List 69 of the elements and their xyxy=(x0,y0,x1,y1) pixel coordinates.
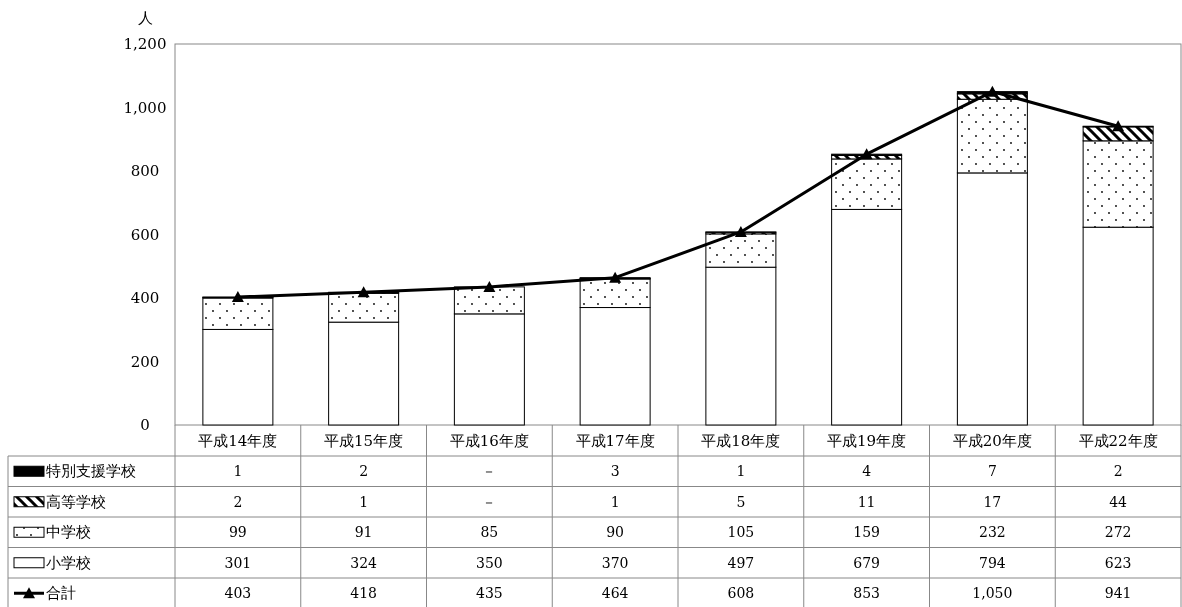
data-label: 17 xyxy=(983,493,1002,510)
data-label: 1 xyxy=(233,463,243,480)
y-tick-label: 600 xyxy=(130,225,160,244)
y-tick-label: 1,200 xyxy=(123,35,167,53)
legend-label: 小学校 xyxy=(46,553,91,572)
data-label: 2 xyxy=(233,493,243,510)
y-tick-label: 0 xyxy=(140,416,150,434)
text: － xyxy=(482,463,497,480)
data-label: 301 xyxy=(224,554,252,571)
point xyxy=(1112,120,1125,132)
data-label: 1 xyxy=(359,493,369,510)
data-label: 370 xyxy=(601,554,629,571)
point xyxy=(860,148,873,160)
data-label: 91 xyxy=(354,524,373,541)
data-label: 1 xyxy=(610,493,620,510)
x-tick-label: 平成20年度 xyxy=(952,431,1032,450)
data-label: 324 xyxy=(350,554,378,571)
data-label: 105 xyxy=(727,524,755,541)
data-label: 4 xyxy=(862,463,872,480)
data-label: 90 xyxy=(606,524,625,541)
point xyxy=(609,271,622,283)
x-tick-label: 平成17年度 xyxy=(575,431,655,450)
x-tick-label: 平成18年度 xyxy=(701,431,781,450)
point xyxy=(986,85,999,97)
legend-label: 特別支援学校 xyxy=(46,462,136,481)
data-label: 608 xyxy=(727,585,755,602)
x-tick-label: 平成19年度 xyxy=(827,431,907,450)
data-label: 5 xyxy=(736,493,746,510)
x-tick-label: 平成16年度 xyxy=(449,431,529,450)
data-label: 3 xyxy=(610,463,620,480)
y-tick-label: 400 xyxy=(130,289,160,307)
data-label: 435 xyxy=(476,585,503,602)
point xyxy=(357,286,370,298)
x-tick-label: 平成22年度 xyxy=(1078,431,1158,450)
data-label: 679 xyxy=(853,554,880,571)
data-label: 85 xyxy=(480,524,499,541)
data-label: 623 xyxy=(1104,554,1132,571)
data-label: 350 xyxy=(476,554,503,571)
data-label: 418 xyxy=(350,585,377,602)
data-label: 941 xyxy=(1104,585,1132,602)
data-label: 44 xyxy=(1109,493,1128,510)
y-axis-title: 人 xyxy=(137,9,153,27)
text: － xyxy=(482,493,497,510)
point xyxy=(231,291,244,303)
data-label: 1 xyxy=(736,463,746,480)
data-label: 2 xyxy=(1113,463,1123,480)
data-label: 7 xyxy=(987,463,997,480)
data-label: 159 xyxy=(853,524,880,541)
data-label: 2 xyxy=(359,463,369,480)
data-label: 1,050 xyxy=(972,585,1013,602)
data-label: 497 xyxy=(727,554,755,571)
x-tick-label: 平成15年度 xyxy=(324,431,404,450)
x-tick-label: 平成14年度 xyxy=(198,431,278,450)
y-tick-label: 1,000 xyxy=(123,98,167,117)
point xyxy=(483,280,496,292)
data-label: 11 xyxy=(857,493,876,510)
data-label: 99 xyxy=(228,524,247,541)
point xyxy=(734,225,747,237)
data-label: 853 xyxy=(853,585,880,602)
data-label: 794 xyxy=(979,554,1006,571)
y-tick-label: 800 xyxy=(130,162,160,180)
data-label: 232 xyxy=(979,524,1006,541)
legend-label: 合計 xyxy=(46,584,76,603)
data-label: 464 xyxy=(601,585,629,602)
legend-label: 高等学校 xyxy=(46,492,106,511)
y-tick-label: 200 xyxy=(130,352,160,371)
legend-label: 中学校 xyxy=(46,523,91,542)
data-label: 403 xyxy=(224,585,252,602)
data-label: 272 xyxy=(1104,524,1132,541)
